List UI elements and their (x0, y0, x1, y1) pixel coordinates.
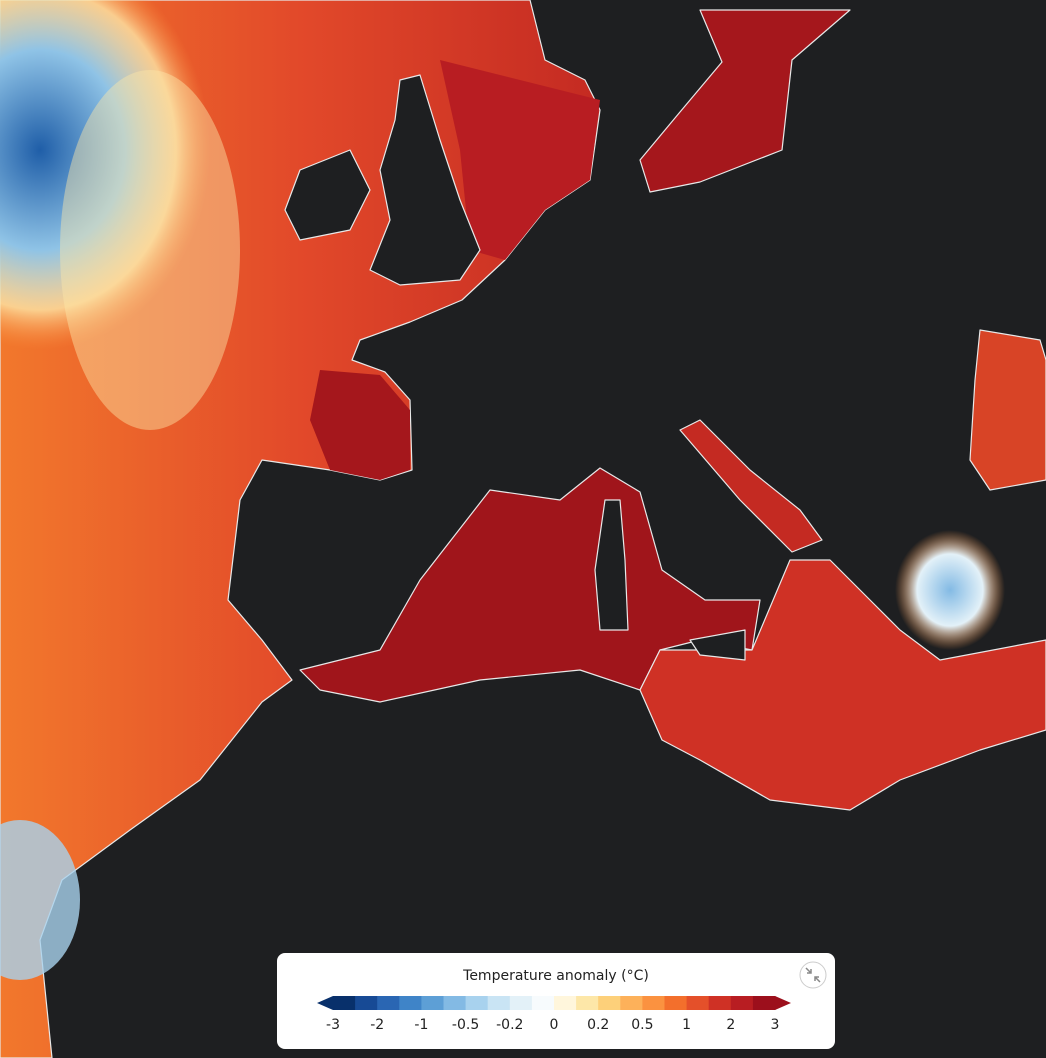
colorbar-tick-label: 3 (771, 1017, 780, 1033)
eastern-med (639, 559, 1046, 811)
colorbar-segment (642, 996, 665, 1010)
colorbar-tick-label: 2 (726, 1017, 735, 1033)
baltic-sea (639, 9, 851, 193)
colorbar-segment (443, 996, 467, 1010)
sicily (689, 629, 746, 661)
legend-title: Temperature anomaly (°C) (462, 968, 649, 984)
colorbar-tick-label: 0.2 (587, 1017, 609, 1033)
colorbar-tick-label: -0.5 (452, 1017, 479, 1033)
colorbar-segment (509, 996, 533, 1010)
colorbar-segment (576, 996, 599, 1010)
north-sea-warm (440, 60, 600, 260)
biscay-warm (310, 370, 410, 480)
cool-coast (0, 820, 80, 980)
colorbar-tick-label: -3 (326, 1017, 340, 1033)
colorbar-segment (421, 996, 444, 1010)
islands (284, 74, 746, 661)
colorbar-segment (686, 996, 710, 1010)
colorbar-segment (554, 996, 577, 1010)
colorbar-low-arrow (317, 996, 333, 1010)
great-britain (369, 74, 481, 286)
colorbar-segment (399, 996, 422, 1010)
colorbar-tick-label: -2 (370, 1017, 384, 1033)
colorbar-tick-label: 0 (550, 1017, 559, 1033)
adriatic-sea (679, 419, 823, 553)
colorbar-segment (752, 996, 776, 1010)
cool-band (60, 70, 240, 430)
ireland (284, 149, 371, 241)
button-icon[interactable] (805, 967, 821, 983)
colorbar: -3 -2 -1 -0.5 -0.2 0 0.2 0.5 1 2 3 (317, 996, 791, 1033)
colorbar-tick-label: -0.2 (496, 1017, 523, 1033)
corsica-sardinia (594, 499, 629, 631)
colorbar-segment (487, 996, 511, 1010)
button-circle[interactable] (799, 961, 827, 989)
colorbar-segment (620, 996, 643, 1010)
colorbar-segment (333, 996, 356, 1010)
colorbar-segment (531, 996, 555, 1010)
colorbar-segment (708, 996, 732, 1010)
colorbar-high-arrow (775, 996, 791, 1010)
colorbar-tick-label: 0.5 (631, 1017, 653, 1033)
colorbar-tick-label: -1 (414, 1017, 428, 1033)
black-sea (969, 329, 1046, 491)
colorbar-segment (664, 996, 688, 1010)
colorbar-segment (598, 996, 621, 1010)
colorbar-segment (465, 996, 489, 1010)
colorbar-tick-label: 1 (682, 1017, 691, 1033)
colorbar-segment (355, 996, 378, 1010)
tyrrhenian-western-med (299, 467, 761, 703)
aegean-cool (895, 530, 1005, 650)
colorbar-segment (377, 996, 400, 1010)
colorbar-segment (730, 996, 754, 1010)
legend: Temperature anomaly (°C) -3 -2 -1 -0.5 -0.2 0… (277, 953, 835, 1049)
cold-anomaly (0, 0, 210, 350)
collapse-legend-button[interactable] (799, 961, 827, 989)
